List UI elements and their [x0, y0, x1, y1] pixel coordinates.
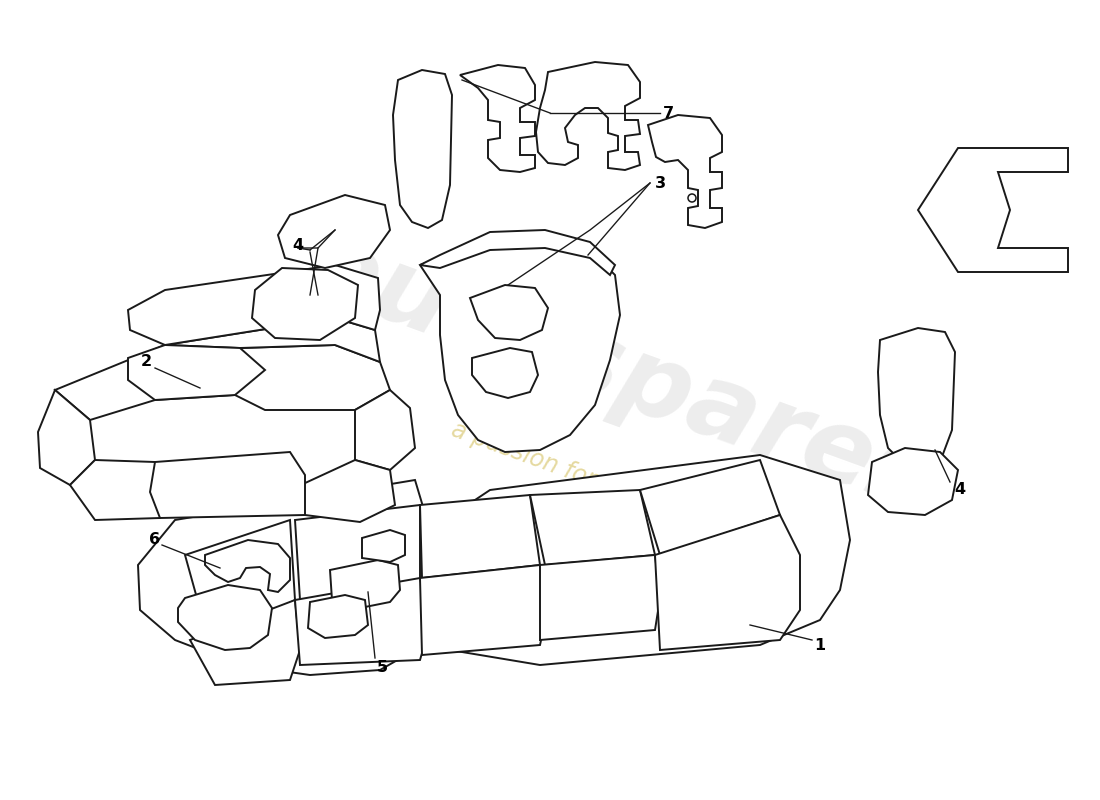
- Polygon shape: [420, 230, 615, 275]
- Polygon shape: [460, 65, 535, 172]
- Polygon shape: [420, 238, 620, 452]
- Polygon shape: [648, 115, 722, 228]
- Polygon shape: [536, 62, 640, 170]
- Text: 1: 1: [814, 638, 826, 653]
- Text: 4: 4: [293, 238, 304, 253]
- Polygon shape: [295, 505, 420, 600]
- Polygon shape: [295, 578, 430, 665]
- Text: a passion for parts since 1985: a passion for parts since 1985: [448, 418, 792, 562]
- Polygon shape: [654, 515, 800, 650]
- Polygon shape: [290, 460, 395, 522]
- Polygon shape: [472, 348, 538, 398]
- Polygon shape: [70, 460, 180, 520]
- Polygon shape: [128, 345, 265, 400]
- Text: 6: 6: [150, 533, 161, 547]
- Text: 4: 4: [955, 482, 966, 498]
- Polygon shape: [138, 480, 430, 675]
- Polygon shape: [235, 345, 390, 410]
- Polygon shape: [918, 148, 1068, 272]
- Polygon shape: [878, 328, 955, 470]
- Polygon shape: [55, 345, 265, 420]
- Polygon shape: [278, 195, 390, 268]
- Polygon shape: [205, 540, 290, 592]
- Polygon shape: [640, 460, 780, 555]
- Polygon shape: [393, 70, 452, 228]
- Text: 3: 3: [654, 175, 666, 190]
- Text: 2: 2: [141, 354, 152, 370]
- Text: eurospares: eurospares: [294, 215, 947, 535]
- Polygon shape: [355, 390, 415, 470]
- Text: 5: 5: [376, 661, 387, 675]
- Polygon shape: [128, 265, 380, 345]
- Text: 7: 7: [662, 106, 673, 121]
- Polygon shape: [185, 520, 295, 645]
- Polygon shape: [415, 455, 850, 665]
- Polygon shape: [150, 452, 305, 518]
- Polygon shape: [330, 560, 400, 608]
- Polygon shape: [308, 595, 369, 638]
- Polygon shape: [530, 490, 654, 565]
- Polygon shape: [540, 555, 660, 640]
- Polygon shape: [868, 448, 958, 515]
- Polygon shape: [420, 495, 540, 578]
- Polygon shape: [178, 585, 272, 650]
- Polygon shape: [39, 390, 95, 485]
- Polygon shape: [252, 268, 358, 340]
- Polygon shape: [190, 600, 300, 685]
- Polygon shape: [165, 318, 380, 362]
- Polygon shape: [420, 565, 548, 655]
- Polygon shape: [470, 285, 548, 340]
- Polygon shape: [362, 530, 405, 562]
